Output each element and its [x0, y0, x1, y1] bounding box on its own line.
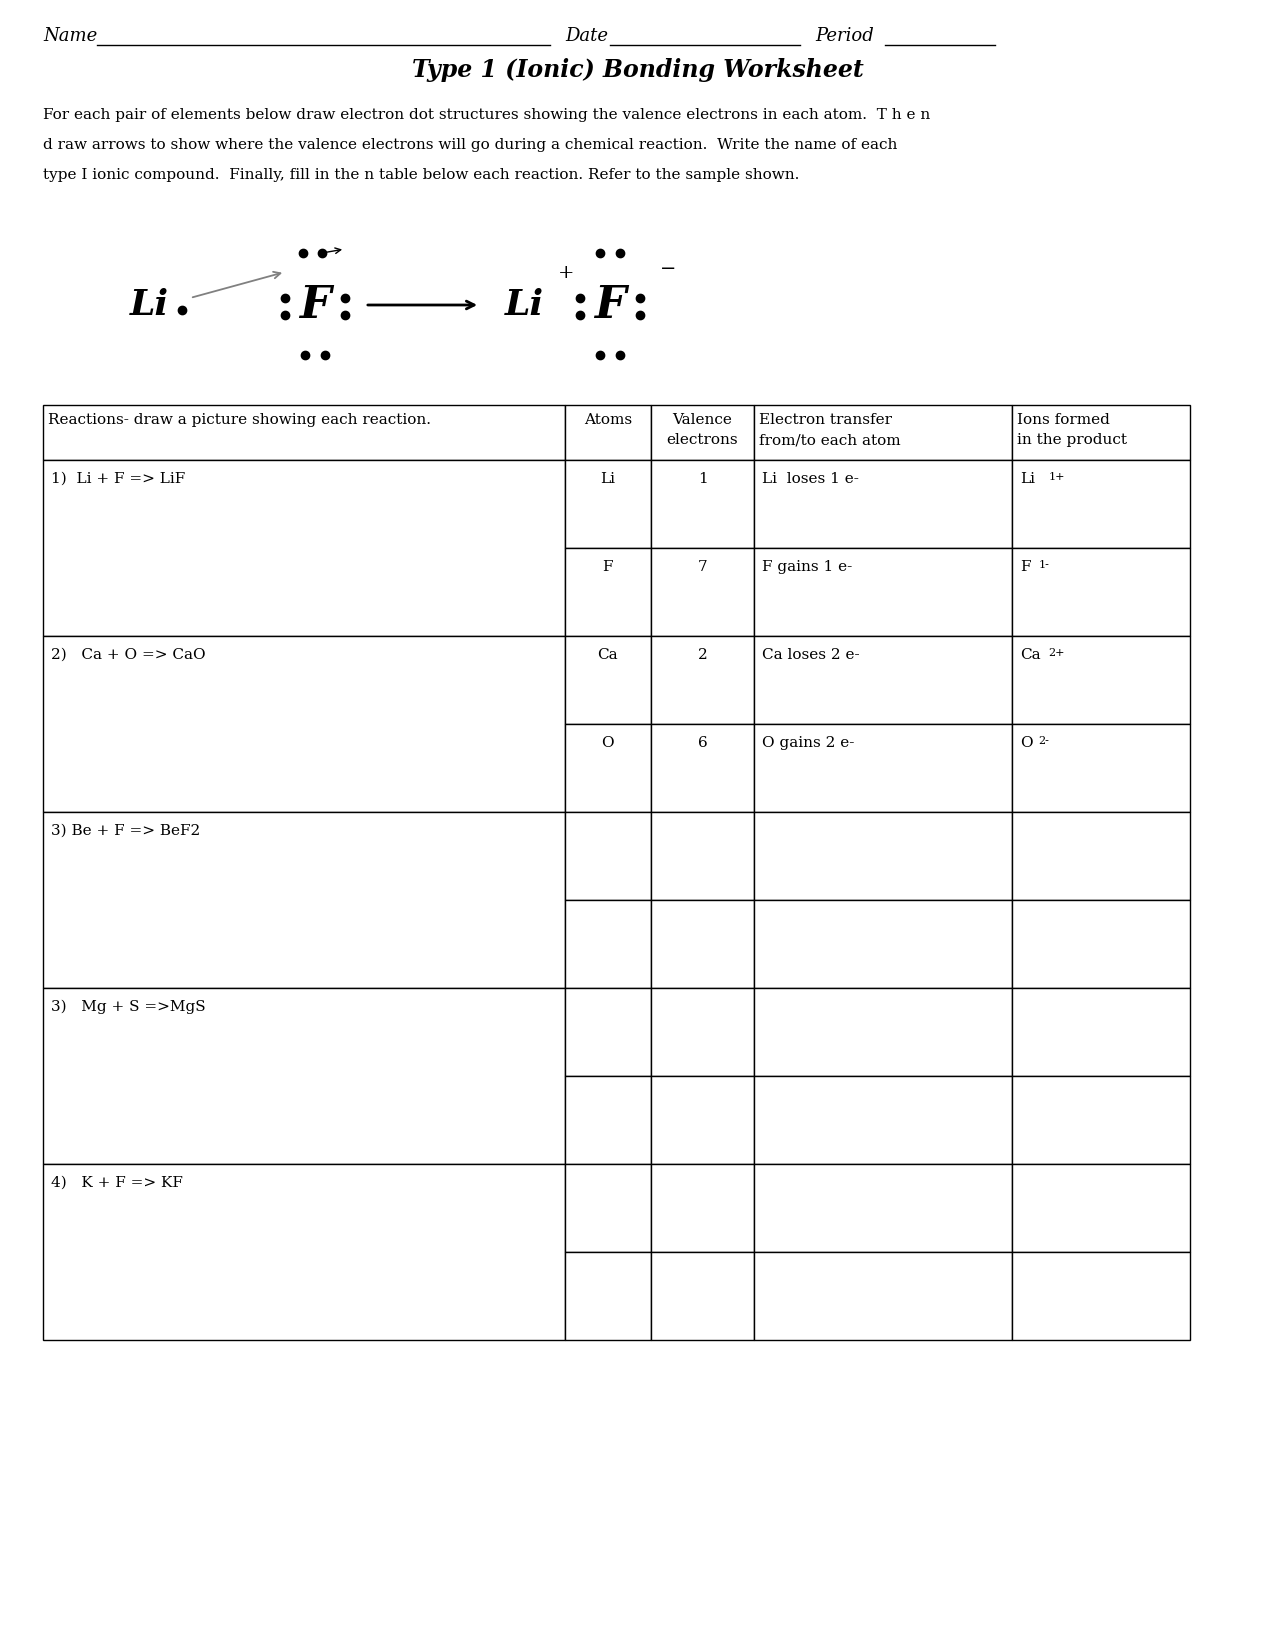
Bar	[652, 900, 754, 987]
Bar	[754, 987, 1012, 1076]
Text: 1+: 1+	[1048, 472, 1065, 482]
Bar	[1012, 1251, 1190, 1341]
Text: F: F	[594, 284, 626, 327]
Bar	[1012, 1076, 1190, 1164]
Text: O: O	[1020, 736, 1033, 750]
Text: 2+: 2+	[1048, 647, 1065, 659]
Text: F: F	[300, 284, 330, 327]
Text: Ions formed: Ions formed	[1017, 413, 1111, 428]
Bar	[565, 1076, 652, 1164]
Text: Atoms: Atoms	[584, 413, 632, 428]
Text: −: −	[660, 259, 676, 277]
Text: Li: Li	[505, 287, 544, 322]
Bar	[565, 987, 652, 1076]
Text: electrons: electrons	[667, 433, 738, 447]
Text: type I ionic compound.  Finally, fill in the n table below each reaction. Refer : type I ionic compound. Finally, fill in …	[43, 168, 799, 182]
Bar	[754, 812, 1012, 900]
Text: O gains 2 e-: O gains 2 e-	[762, 736, 854, 750]
Text: 1)  Li + F => LiF: 1) Li + F => LiF	[51, 472, 185, 485]
Bar	[1012, 404, 1190, 461]
Text: For each pair of elements below draw electron dot structures showing the valence: For each pair of elements below draw ele…	[43, 107, 931, 122]
Bar	[565, 461, 652, 548]
Text: 4)   K + F => KF: 4) K + F => KF	[51, 1176, 182, 1190]
Text: in the product: in the product	[1017, 433, 1127, 447]
Bar	[754, 461, 1012, 548]
Bar	[1012, 1164, 1190, 1251]
Bar	[652, 636, 754, 725]
Text: Name: Name	[43, 26, 97, 45]
Text: Li  loses 1 e-: Li loses 1 e-	[762, 472, 859, 485]
Bar	[652, 812, 754, 900]
Text: 2)   Ca + O => CaO: 2) Ca + O => CaO	[51, 647, 205, 662]
Bar	[43, 1164, 565, 1341]
Bar	[652, 404, 754, 461]
Text: 1-: 1-	[1038, 560, 1049, 570]
Text: F: F	[1020, 560, 1030, 575]
Text: Ca: Ca	[598, 647, 618, 662]
Bar	[565, 1251, 652, 1341]
Bar	[565, 636, 652, 725]
Text: 2-: 2-	[1038, 736, 1049, 746]
Text: F: F	[603, 560, 613, 575]
Text: Type 1 (Ionic) Bonding Worksheet: Type 1 (Ionic) Bonding Worksheet	[412, 58, 863, 83]
Bar	[565, 725, 652, 812]
Bar	[43, 404, 565, 461]
Text: O: O	[602, 736, 615, 750]
Bar	[652, 1251, 754, 1341]
Text: Reactions- draw a picture showing each reaction.: Reactions- draw a picture showing each r…	[48, 413, 431, 428]
Bar	[1012, 812, 1190, 900]
Bar	[1012, 636, 1190, 725]
Text: Li: Li	[130, 287, 170, 322]
Bar	[43, 636, 565, 812]
Bar	[754, 636, 1012, 725]
Bar	[754, 404, 1012, 461]
Bar	[1012, 461, 1190, 548]
Text: Li: Li	[601, 472, 616, 485]
Text: from/to each atom: from/to each atom	[759, 433, 900, 447]
Text: Valence: Valence	[673, 413, 732, 428]
Bar	[652, 987, 754, 1076]
Text: 6: 6	[697, 736, 708, 750]
Bar	[652, 1164, 754, 1251]
Bar	[754, 548, 1012, 636]
Bar	[652, 548, 754, 636]
Bar	[754, 900, 1012, 987]
Bar	[1012, 900, 1190, 987]
Bar	[652, 1076, 754, 1164]
Bar	[565, 548, 652, 636]
Bar	[43, 812, 565, 987]
Text: 3)   Mg + S =>MgS: 3) Mg + S =>MgS	[51, 1001, 205, 1014]
Bar	[565, 404, 652, 461]
Bar	[754, 1076, 1012, 1164]
Text: Period: Period	[815, 26, 873, 45]
Text: Ca: Ca	[1020, 647, 1040, 662]
Bar	[652, 461, 754, 548]
Text: 2: 2	[697, 647, 708, 662]
Text: 1: 1	[697, 472, 708, 485]
Text: F gains 1 e-: F gains 1 e-	[762, 560, 853, 575]
Bar	[43, 461, 565, 636]
Text: Electron transfer: Electron transfer	[759, 413, 892, 428]
Bar	[754, 1164, 1012, 1251]
Bar	[754, 725, 1012, 812]
Bar	[565, 812, 652, 900]
Text: Ca loses 2 e-: Ca loses 2 e-	[762, 647, 859, 662]
Bar	[1012, 725, 1190, 812]
Bar	[565, 1164, 652, 1251]
Bar	[1012, 987, 1190, 1076]
Bar	[754, 1251, 1012, 1341]
Bar	[652, 725, 754, 812]
Bar	[1012, 548, 1190, 636]
Text: Li: Li	[1020, 472, 1035, 485]
Text: 7: 7	[697, 560, 708, 575]
Bar	[43, 987, 565, 1164]
Text: +: +	[558, 264, 575, 282]
Text: 3) Be + F => BeF2: 3) Be + F => BeF2	[51, 824, 200, 839]
Text: d raw arrows to show where the valence electrons will go during a chemical react: d raw arrows to show where the valence e…	[43, 139, 898, 152]
Text: Date: Date	[565, 26, 608, 45]
Bar	[565, 900, 652, 987]
